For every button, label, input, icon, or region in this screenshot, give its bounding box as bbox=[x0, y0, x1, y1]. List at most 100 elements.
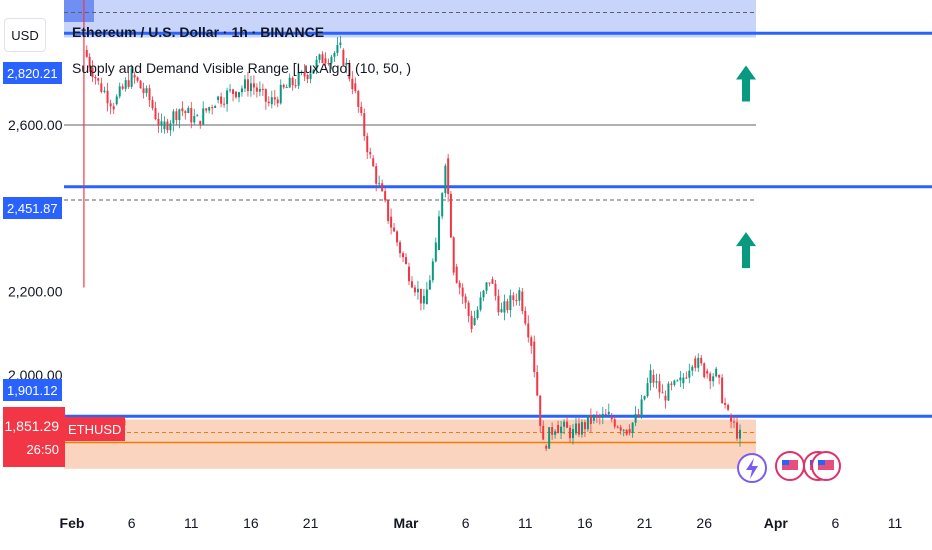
price-tag-mid-zone: 2,451.87 bbox=[3, 197, 62, 219]
candle-body bbox=[598, 416, 601, 418]
candle-body bbox=[214, 106, 217, 108]
candle-body bbox=[438, 216, 441, 250]
candle-body bbox=[321, 54, 324, 63]
candle-body bbox=[691, 366, 694, 371]
candle-body bbox=[282, 84, 285, 88]
candle-body bbox=[154, 108, 157, 119]
candle-body bbox=[393, 227, 396, 232]
candle-body bbox=[715, 368, 718, 377]
candle-body bbox=[625, 429, 628, 435]
candle-body bbox=[181, 108, 184, 112]
candle-body bbox=[187, 107, 190, 114]
candle-body bbox=[574, 423, 577, 434]
candle-body bbox=[697, 357, 700, 368]
x-tick-label: 6 bbox=[462, 515, 470, 531]
candle-body bbox=[613, 419, 616, 427]
candle-body bbox=[533, 341, 536, 373]
candle-body bbox=[441, 193, 444, 217]
candle-body bbox=[229, 89, 232, 91]
x-tick-label: 16 bbox=[243, 515, 259, 531]
candle-body bbox=[342, 50, 345, 66]
candle-body bbox=[118, 86, 121, 97]
candle-body bbox=[217, 96, 220, 100]
candle-body bbox=[458, 282, 461, 288]
lightning-glyph-icon bbox=[746, 458, 758, 479]
candle-body bbox=[402, 253, 405, 258]
candle-body bbox=[202, 108, 205, 125]
candle-body bbox=[294, 85, 297, 87]
candle-body bbox=[109, 103, 112, 107]
x-tick-label: Apr bbox=[764, 515, 789, 531]
candle-body bbox=[444, 165, 447, 194]
candle-body bbox=[291, 77, 294, 86]
candle-body bbox=[106, 90, 109, 104]
x-tick-label: 6 bbox=[832, 515, 840, 531]
x-tick-label: 11 bbox=[184, 515, 199, 531]
candle-body bbox=[548, 427, 551, 449]
candle-body bbox=[315, 59, 318, 70]
candle-body bbox=[363, 113, 366, 137]
candle-body bbox=[724, 403, 727, 405]
candle-body bbox=[509, 295, 512, 311]
candle-body bbox=[634, 414, 637, 423]
candle-body bbox=[312, 69, 315, 74]
candle-body bbox=[184, 111, 187, 114]
symbol-title[interactable]: Ethereum / U.S. Dollar · 1h · BINANCE bbox=[72, 24, 325, 40]
candle-body bbox=[661, 392, 664, 394]
candle-body bbox=[425, 289, 428, 305]
candle-body bbox=[482, 290, 485, 298]
candle-body bbox=[682, 377, 685, 384]
x-tick-label: 21 bbox=[637, 515, 653, 531]
us-flag-stripe-icon bbox=[782, 460, 798, 470]
candle-body bbox=[243, 79, 246, 89]
candle-body bbox=[416, 288, 419, 293]
candle-body bbox=[354, 83, 357, 91]
candle-body bbox=[676, 380, 679, 382]
candle-body bbox=[733, 421, 736, 423]
candle-body bbox=[193, 116, 196, 123]
candle-body bbox=[467, 302, 470, 316]
symbol-tag-label: ETHUSD bbox=[68, 421, 122, 437]
candle-body bbox=[646, 383, 649, 397]
candle-body bbox=[658, 381, 661, 393]
candle-body bbox=[685, 377, 688, 379]
candle-body bbox=[589, 415, 592, 424]
candle-body bbox=[679, 377, 682, 381]
candle-body bbox=[324, 58, 327, 64]
candle-body bbox=[694, 358, 697, 368]
candle-body bbox=[297, 72, 300, 86]
candle-body bbox=[145, 88, 148, 94]
price-tag-top-zone-label: 2,820.21 bbox=[7, 65, 58, 81]
candle-body bbox=[399, 242, 402, 254]
candle-body bbox=[670, 383, 673, 385]
candle-body bbox=[142, 88, 145, 94]
candle-body bbox=[211, 107, 214, 109]
candle-body bbox=[506, 301, 509, 311]
candle-body bbox=[390, 216, 393, 228]
candle-body bbox=[560, 426, 563, 434]
candle-body bbox=[166, 121, 169, 131]
candle-body bbox=[536, 372, 539, 396]
candle-body bbox=[721, 377, 724, 404]
x-tick-label: Mar bbox=[394, 515, 419, 531]
candle-body bbox=[345, 62, 348, 66]
candle-body bbox=[351, 78, 354, 90]
candle-body bbox=[330, 56, 333, 64]
candle-body bbox=[473, 318, 476, 325]
indicator-title[interactable]: Supply and Demand Visible Range [LuxAlgo… bbox=[72, 60, 412, 76]
candle-body bbox=[527, 323, 530, 338]
last-price-value: 1,851.29 bbox=[4, 417, 60, 434]
candle-body bbox=[91, 67, 94, 78]
candle-body bbox=[276, 99, 279, 104]
candle-body bbox=[447, 158, 450, 194]
currency-button[interactable]: USD bbox=[4, 18, 46, 52]
candle-body bbox=[246, 79, 249, 92]
candle-body bbox=[348, 62, 351, 79]
supply-zone bbox=[64, 0, 756, 38]
candle-body bbox=[739, 429, 741, 439]
candle-body bbox=[583, 422, 586, 430]
candle-body bbox=[422, 295, 425, 304]
candle-body bbox=[569, 427, 572, 439]
